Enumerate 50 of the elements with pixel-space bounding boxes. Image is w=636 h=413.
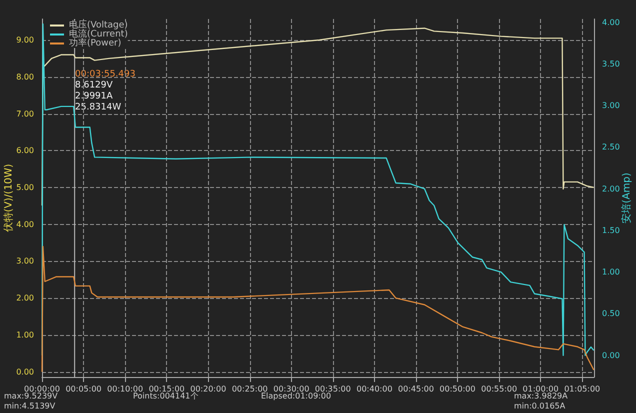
x-tick-label: 00:05:00 [66,384,102,394]
y2-tick-label: 1.50 [602,226,620,235]
y2-tick-label: 0.00 [602,350,620,360]
legend-label: 功率(Power) [69,38,122,48]
x-tick-label: 00:10:00 [107,384,144,394]
y-tick-label: 7.00 [16,109,34,118]
y-axis-title: 伏特(V)/(10W) [2,164,14,232]
y-tick-label: 8.00 [16,72,34,82]
legend-label: 电压(Voltage) [69,20,128,30]
x-tick-label: 00:40:00 [356,384,392,394]
annotation: 00:03:55.493 [75,70,136,80]
x-tick-label: 00:00:00 [24,384,60,394]
y-tick-label: 0.00 [16,367,34,376]
y2-tick-label: 1.00 [602,268,620,277]
y-tick-label: 2.00 [16,294,34,303]
y2-tick-label: 2.50 [602,142,620,152]
y2-tick-label: 4.00 [602,18,620,27]
x-tick-label: 00:15:00 [148,384,185,394]
y2-axis-title: 安培(Amp) [620,172,632,224]
y2-tick-label: 2.00 [602,184,620,194]
line-series [41,28,594,206]
y-tick-label: 5.00 [16,182,34,192]
annotation: 8.6129V [75,80,114,90]
text: max:9.5239V [4,392,58,400]
x-tick-label: 00:55:00 [481,384,518,394]
x-tick-label: 01:05:00 [564,384,600,394]
text: max:3.9829A [514,392,568,400]
text: Points:004141个 [133,392,198,400]
text: min:0.0165A [514,402,566,410]
text: Elapsed:01:09:00 [261,392,332,400]
y2-tick-label: 0.50 [602,309,620,318]
x-tick-label: 00:50:00 [440,384,476,394]
line-series [41,246,594,372]
x-tick-label: 00:30:00 [273,384,310,394]
x-tick-label: 00:20:00 [190,384,226,394]
x-tick-label: 00:45:00 [398,384,434,394]
y-tick-label: 9.00 [16,36,34,45]
y-tick-label: 6.00 [16,146,34,156]
annotation: 25.8314W [75,102,122,112]
text: min:4.5139V [4,402,56,410]
x-tick-label: 01:00:00 [522,384,559,394]
x-tick-label: 00:25:00 [232,384,268,394]
y2-tick-label: 3.00 [602,101,620,110]
y-tick-label: 1.00 [16,330,34,340]
annotation: 2.9991A [75,92,114,102]
y-tick-label: 3.00 [16,256,34,266]
x-tick-label: 00:35:00 [314,384,351,394]
y2-tick-label: 3.50 [602,59,620,68]
y-tick-label: 4.00 [16,220,34,229]
legend-label: 电流(Current) [69,28,128,40]
